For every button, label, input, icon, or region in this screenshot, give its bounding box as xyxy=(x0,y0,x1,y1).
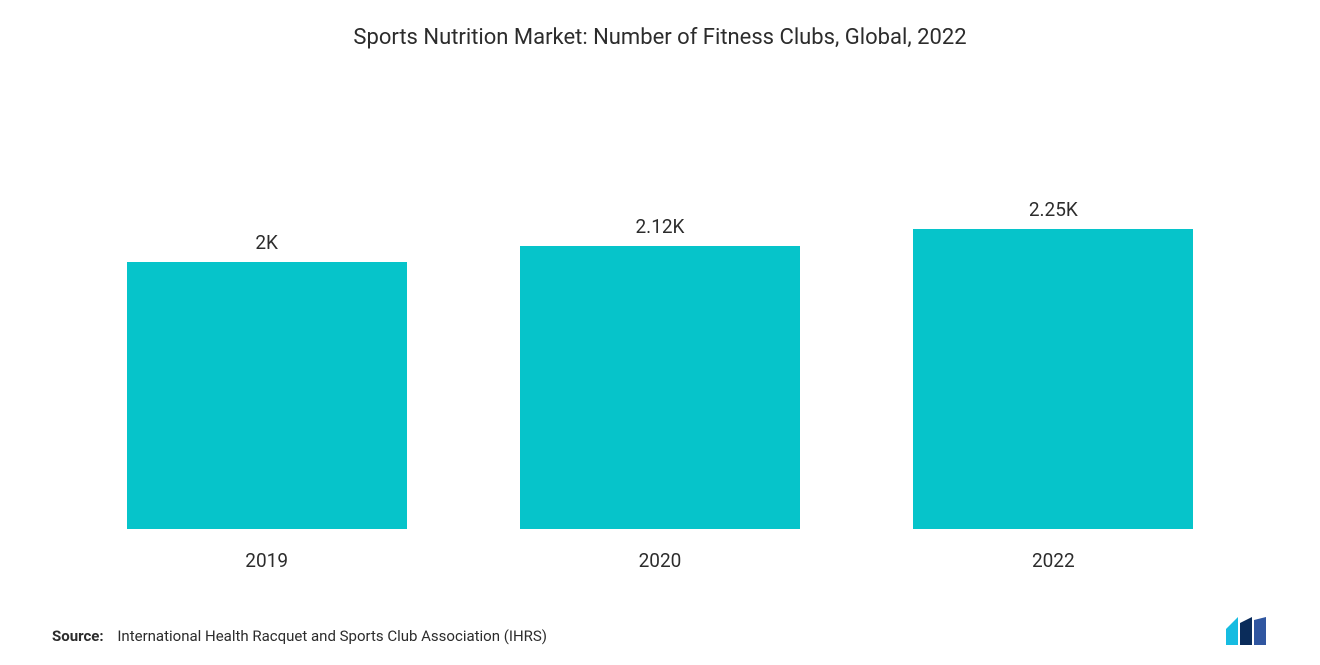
bar-group-2: 2.25K xyxy=(913,198,1193,529)
logo-bar-1 xyxy=(1226,617,1238,645)
x-label-2: 2022 xyxy=(913,549,1193,572)
brand-logo-icon xyxy=(1226,617,1268,645)
plot-area: 2K 2.12K 2.25K xyxy=(50,90,1270,539)
chart-container: Sports Nutrition Market: Number of Fitne… xyxy=(0,0,1320,665)
logo-bar-2 xyxy=(1240,617,1252,645)
source-label: Source: xyxy=(52,627,104,645)
bar-group-1: 2.12K xyxy=(520,215,800,529)
logo-bar-3 xyxy=(1254,617,1266,645)
bar-1 xyxy=(520,246,800,529)
bar-0 xyxy=(127,262,407,529)
bar-2 xyxy=(913,229,1193,529)
bar-value-1: 2.12K xyxy=(636,215,685,238)
bar-value-2: 2.25K xyxy=(1029,198,1078,221)
x-axis: 2019 2020 2022 xyxy=(50,539,1270,572)
bar-group-0: 2K xyxy=(127,231,407,529)
source-line: Source: International Health Racquet and… xyxy=(52,627,547,645)
x-label-1: 2020 xyxy=(520,549,800,572)
bar-value-0: 2K xyxy=(255,231,278,254)
x-label-0: 2019 xyxy=(127,549,407,572)
footer: Source: International Health Racquet and… xyxy=(50,617,1270,645)
source-text: International Health Racquet and Sports … xyxy=(117,627,547,645)
chart-title: Sports Nutrition Market: Number of Fitne… xyxy=(50,25,1270,50)
